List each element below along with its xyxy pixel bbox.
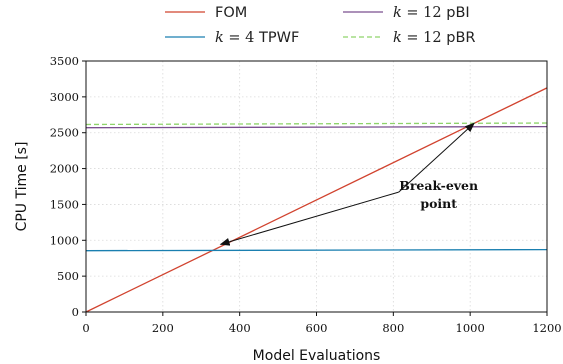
x-tick-label: 200 [152,321,174,335]
x-tick-label: 400 [229,321,251,335]
legend-item: k = 12 pBR [343,30,475,46]
axis-ticks: 0 200 400 600 800 1000 1200 0 500 1000 1500 2000 250… [50,54,562,335]
legend-label: FOM [215,5,247,21]
y-tick-label: 1500 [50,197,79,211]
x-tick-label: 1200 [532,321,561,335]
x-tick-label: 0 [82,321,89,335]
y-tick-label: 1000 [50,233,79,247]
legend: FOM k = 4 TPWF k = 12 pBI k = 12 pBR [165,5,475,46]
legend-item: FOM [165,5,247,21]
y-tick-label: 3500 [50,54,79,68]
y-tick-label: 500 [57,269,79,283]
x-tick-label: 800 [382,321,404,335]
annotation-arrow [398,122,475,193]
annotations: Break-even point [219,122,478,246]
legend-item: k = 12 pBI [343,5,470,21]
series-line [85,248,548,252]
x-axis-label: Model Evaluations [253,348,381,364]
series-line [85,122,548,126]
annotation-text: Break-even [399,178,478,193]
legend-label: k = 4 TPWF [215,30,299,46]
annotation-text: point [420,196,457,211]
series-line [85,125,548,129]
annotation-arrow [219,191,399,246]
legend-label: k = 12 pBI [393,5,470,21]
legend-item: k = 4 TPWF [165,30,299,46]
y-tick-label: 2500 [50,126,79,140]
legend-label: k = 12 pBR [393,30,475,46]
y-tick-label: 3000 [50,90,79,104]
y-tick-label: 2000 [50,162,79,176]
x-tick-label: 600 [306,321,328,335]
x-tick-label: 1000 [456,321,485,335]
y-axis-label: CPU Time [s] [14,142,30,232]
y-tick-label: 0 [72,305,79,319]
